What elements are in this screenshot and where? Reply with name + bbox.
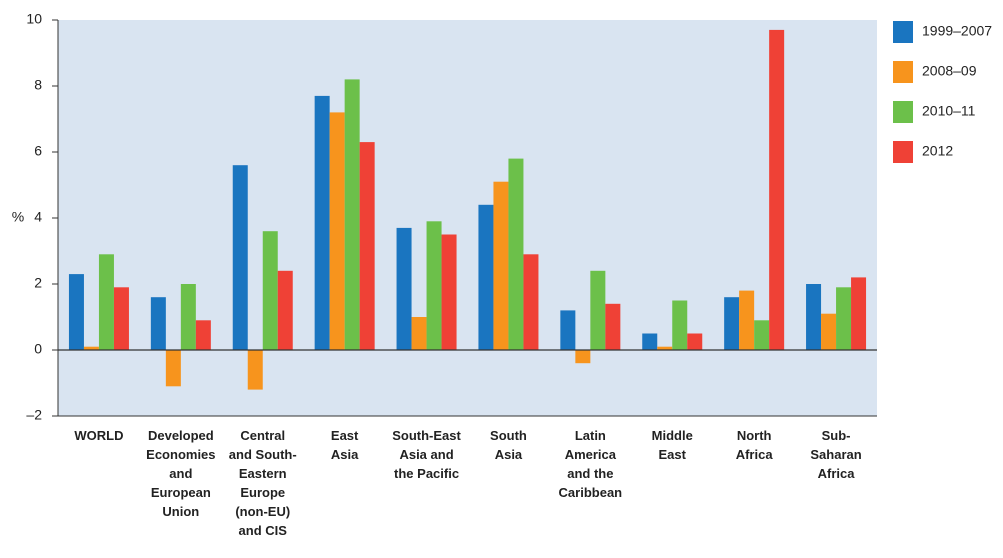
bar <box>851 277 867 350</box>
bar <box>821 313 837 350</box>
x-tick-label: Central and South-Eastern Europe (non-EU) an… <box>229 428 297 538</box>
bar <box>657 346 673 350</box>
bar <box>836 287 852 350</box>
bar <box>98 254 114 350</box>
bar <box>277 270 293 350</box>
legend-swatch <box>893 61 913 83</box>
bar <box>113 287 129 350</box>
bar <box>411 317 427 350</box>
legend-swatch <box>893 101 913 123</box>
bar <box>344 79 360 351</box>
bar <box>262 231 278 350</box>
legend-label: 2012 <box>922 143 953 159</box>
y-tick-label: 2 <box>34 275 42 291</box>
bar <box>739 290 755 350</box>
bar <box>314 95 330 351</box>
x-tick-label: South-East Asia and the Pacific <box>392 428 461 481</box>
bar <box>441 234 457 350</box>
y-tick-label: 10 <box>26 11 42 27</box>
bar <box>672 300 688 350</box>
bar <box>426 221 442 350</box>
bar <box>806 284 822 350</box>
legend-label: 2010–11 <box>922 103 976 119</box>
legend-label: 1999–2007 <box>922 23 992 39</box>
bar <box>560 310 576 350</box>
bar <box>687 333 703 350</box>
bar <box>83 346 99 350</box>
x-tick-label: Middle East <box>652 428 693 462</box>
y-tick-label: 0 <box>34 341 42 357</box>
bar <box>180 284 196 350</box>
y-tick-label: 6 <box>34 143 42 159</box>
y-tick-label: 8 <box>34 77 42 93</box>
x-tick-label: WORLD <box>74 428 123 443</box>
bar <box>478 204 494 350</box>
bar <box>359 142 375 350</box>
y-tick-label: 4 <box>34 209 42 225</box>
bar <box>508 158 524 350</box>
bar <box>68 274 84 350</box>
legend-swatch <box>893 21 913 43</box>
bar <box>247 350 263 390</box>
bar <box>493 181 509 350</box>
y-axis-label: % <box>12 209 24 225</box>
legend-swatch <box>893 141 913 163</box>
y-tick-label: –2 <box>26 407 42 423</box>
bar <box>769 29 785 351</box>
legend-label: 2008–09 <box>922 63 977 79</box>
x-tick-label: Sub-Saharan Africa <box>810 428 861 481</box>
bar <box>724 297 740 350</box>
bar <box>232 165 248 350</box>
x-tick-label: South Asia <box>490 428 527 462</box>
bar <box>590 270 606 350</box>
bar <box>575 350 591 364</box>
bar <box>329 112 345 351</box>
bar <box>165 350 181 387</box>
x-tick-label: North Africa <box>736 428 774 462</box>
x-tick-label: Developed Economies and European Union <box>146 428 215 519</box>
bar <box>396 227 412 350</box>
bar <box>642 333 658 350</box>
bar <box>195 320 211 350</box>
bar <box>754 320 770 350</box>
bar <box>523 254 539 350</box>
x-tick-label: Latin America and the Caribbean <box>559 428 623 500</box>
bar <box>605 303 621 350</box>
x-tick-label: East Asia <box>331 428 359 462</box>
bar <box>150 297 166 350</box>
